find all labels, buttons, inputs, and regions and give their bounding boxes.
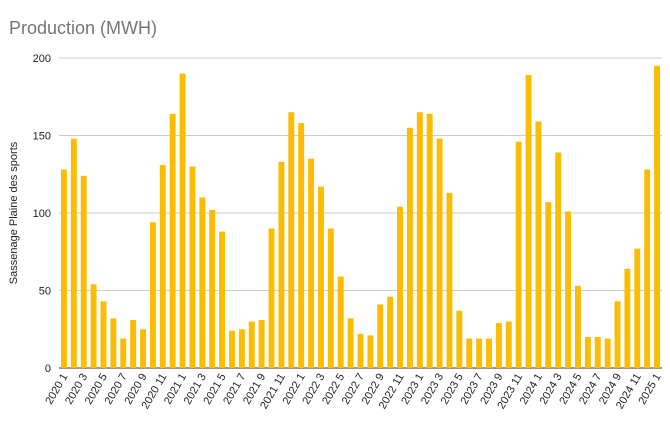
bar bbox=[159, 164, 166, 368]
bar bbox=[594, 337, 601, 368]
bar bbox=[604, 338, 611, 368]
bar bbox=[189, 166, 196, 368]
bar bbox=[90, 284, 97, 368]
bar bbox=[229, 330, 235, 368]
bar bbox=[278, 161, 285, 368]
bar bbox=[584, 337, 591, 368]
bar bbox=[60, 169, 67, 368]
bar bbox=[317, 186, 324, 368]
y-axis-ticks: 0 50 100 150 200 bbox=[33, 53, 51, 375]
bar bbox=[535, 121, 542, 368]
bar bbox=[406, 127, 413, 368]
bar bbox=[337, 276, 344, 368]
bar bbox=[209, 209, 216, 368]
y-tick-label: 200 bbox=[33, 53, 51, 65]
bar bbox=[624, 268, 631, 368]
bar bbox=[219, 231, 226, 368]
bar bbox=[515, 141, 522, 368]
bar bbox=[387, 296, 394, 368]
bar bbox=[308, 158, 315, 368]
bar bbox=[416, 112, 423, 368]
grid-lines bbox=[59, 57, 662, 369]
bar-series bbox=[60, 65, 661, 369]
bar bbox=[258, 319, 265, 368]
bar bbox=[347, 318, 354, 368]
bar bbox=[179, 73, 186, 368]
bar bbox=[426, 113, 433, 368]
bar bbox=[199, 197, 206, 368]
y-tick-label: 100 bbox=[33, 208, 51, 220]
bar bbox=[140, 329, 146, 368]
bar bbox=[634, 248, 641, 368]
bar bbox=[357, 333, 364, 368]
bar bbox=[397, 206, 404, 368]
bar bbox=[525, 75, 532, 369]
bar bbox=[565, 211, 572, 368]
bar bbox=[614, 301, 621, 368]
bar bbox=[555, 152, 562, 368]
bar bbox=[149, 222, 156, 368]
bar bbox=[169, 113, 176, 368]
bar bbox=[268, 228, 275, 368]
bar bbox=[80, 175, 87, 368]
bar bbox=[288, 112, 295, 368]
bar bbox=[298, 123, 305, 368]
bar bbox=[654, 65, 661, 368]
bar bbox=[476, 338, 483, 368]
bar bbox=[130, 319, 137, 368]
y-axis-title: Sassenage Plaine des sports bbox=[8, 141, 20, 284]
bar bbox=[238, 329, 245, 368]
bar bbox=[495, 323, 502, 368]
bar bbox=[110, 318, 117, 368]
y-tick-label: 0 bbox=[45, 363, 51, 375]
chart-title: Production (MWH) bbox=[9, 18, 158, 38]
bar bbox=[644, 169, 651, 368]
bar bbox=[367, 335, 374, 368]
bar bbox=[436, 138, 443, 368]
bar bbox=[327, 228, 334, 368]
bar bbox=[377, 304, 384, 368]
bar bbox=[248, 321, 255, 368]
y-tick-label: 150 bbox=[33, 131, 51, 143]
bar bbox=[466, 338, 473, 368]
bar bbox=[575, 285, 581, 368]
bar bbox=[70, 138, 77, 368]
bar bbox=[505, 321, 512, 368]
bar bbox=[120, 338, 127, 368]
bar bbox=[446, 192, 453, 368]
bar bbox=[545, 202, 552, 368]
bar bbox=[456, 310, 463, 368]
bar bbox=[486, 338, 492, 368]
y-tick-label: 50 bbox=[39, 286, 51, 298]
bar bbox=[100, 301, 107, 368]
